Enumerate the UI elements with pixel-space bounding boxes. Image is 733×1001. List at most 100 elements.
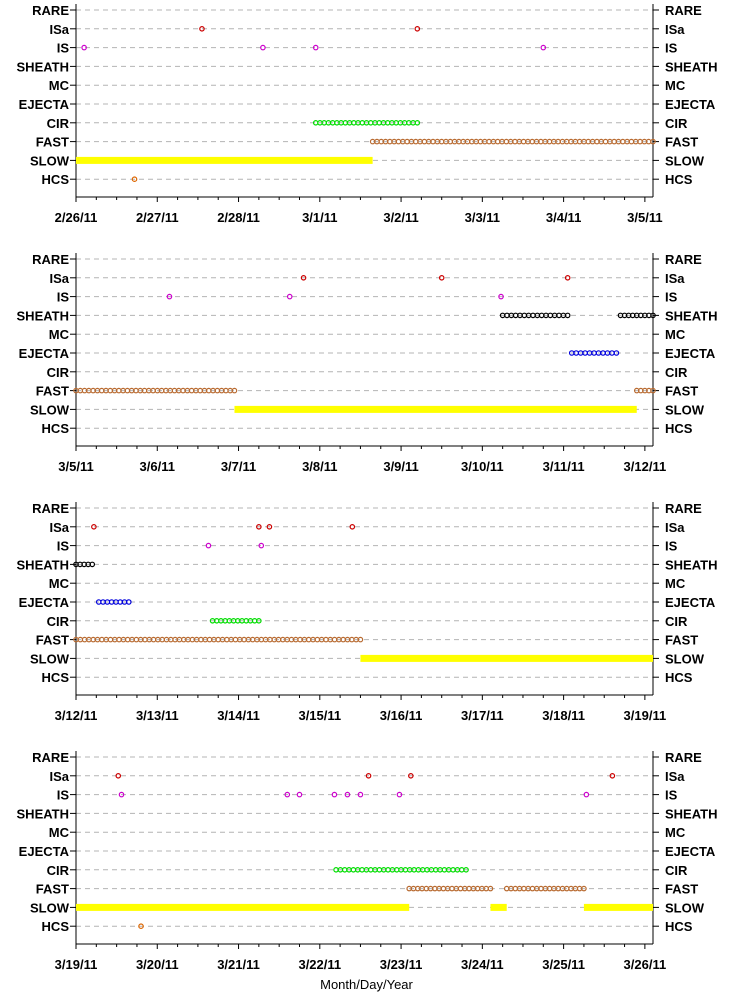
x-axis-title: Month/Day/Year [320,977,413,992]
data-point-ejecta [613,350,620,356]
data-point-isa [115,772,122,779]
x-tick-label: 3/25/11 [542,957,585,972]
category-label-right: FAST [665,633,698,648]
x-tick-label: 3/7/11 [221,459,256,474]
category-label-right: CIR [665,614,688,629]
category-label-left: SHEATH [17,557,69,572]
category-label-left: CIR [47,116,70,131]
x-tick-label: 3/2/11 [383,210,418,225]
category-label-right: ISa [665,520,685,535]
category-label-right: EJECTA [665,97,716,112]
category-label-right: SLOW [665,153,705,168]
category-label-left: SLOW [30,651,70,666]
category-label-right: MC [665,576,686,591]
category-label-right: EJECTA [665,595,716,610]
category-label-right: RARE [665,501,702,516]
x-tick-label: 3/4/11 [546,210,581,225]
category-label-left: HCS [42,172,70,187]
data-point-is [296,791,303,798]
data-point-is [286,293,293,300]
category-label-left: HCS [42,919,70,934]
category-label-left: SLOW [30,153,70,168]
x-tick-label: 3/19/11 [55,957,98,972]
category-label-left: IS [57,41,70,56]
category-label-right: SHEATH [665,557,717,572]
data-point-sheath [650,312,656,319]
category-label-right: ISa [665,271,685,286]
category-label-left: CIR [47,863,70,878]
data-point-is [344,791,351,798]
data-point-is [81,44,87,51]
data-band-slow [360,654,653,662]
category-label-left: IS [57,290,70,305]
category-label-left: FAST [36,384,69,399]
x-tick-label: 3/22/11 [298,957,341,972]
category-label-left: EJECTA [19,346,70,361]
x-tick-label: 3/13/11 [136,708,179,723]
category-label-left: CIR [47,365,70,380]
category-label-left: HCS [42,670,70,685]
category-label-left: EJECTA [19,97,70,112]
x-tick-label: 2/27/11 [136,210,179,225]
category-label-right: HCS [665,172,693,187]
data-band-slow [76,156,373,164]
category-label-right: SHEATH [665,59,717,74]
category-label-right: SLOW [665,651,705,666]
data-point-hcs [131,176,138,183]
data-point-isa [91,523,97,530]
x-tick-label: 3/20/11 [136,957,179,972]
data-band-slow [583,903,653,911]
category-label-right: SLOW [665,402,705,417]
x-tick-label: 3/5/11 [58,459,93,474]
data-point-isa [564,274,571,281]
category-label-right: FAST [665,384,698,399]
category-label-right: RARE [665,750,702,765]
category-label-left: CIR [47,614,70,629]
category-label-right: FAST [665,882,698,897]
x-tick-label: 3/11/11 [543,459,585,474]
data-point-is [166,293,173,300]
data-band-slow [490,903,507,911]
category-label-left: MC [49,78,70,93]
x-tick-label: 3/18/11 [542,708,585,723]
data-point-ejecta [126,599,132,605]
category-label-right: IS [665,290,678,305]
data-point-isa [266,523,273,530]
category-label-right: IS [665,41,678,56]
category-label-right: MC [665,78,686,93]
category-label-right: MC [665,825,686,840]
category-label-right: SHEATH [665,308,717,323]
category-label-left: SHEATH [17,59,69,74]
category-label-right: CIR [665,863,688,878]
data-point-isa [349,523,356,530]
category-label-left: SHEATH [17,308,69,323]
data-point-isa [609,772,616,779]
x-tick-label: 3/1/11 [302,210,337,225]
data-point-is [357,791,364,798]
category-label-right: HCS [665,670,693,685]
data-point-is [284,791,291,798]
x-tick-label: 3/24/11 [461,957,504,972]
data-point-fast [650,138,656,145]
category-label-right: IS [665,788,678,803]
data-point-is [258,542,265,549]
x-tick-label: 3/19/11 [624,708,667,723]
x-tick-label: 3/9/11 [383,459,418,474]
data-point-cir [256,617,262,624]
x-tick-label: 3/16/11 [380,708,423,723]
category-label-left: SHEATH [17,806,69,821]
x-tick-label: 2/28/11 [217,210,260,225]
category-label-right: ISa [665,22,685,37]
category-label-right: CIR [665,365,688,380]
data-point-isa [199,25,205,32]
data-point-hcs [138,923,144,930]
category-label-left: FAST [36,135,69,150]
data-point-sheath [89,561,96,568]
category-label-left: ISa [49,520,69,535]
data-point-sheath [564,312,571,319]
data-point-is [312,44,319,51]
data-point-is [583,791,590,798]
category-label-right: EJECTA [665,844,716,859]
x-tick-label: 3/14/11 [217,708,260,723]
